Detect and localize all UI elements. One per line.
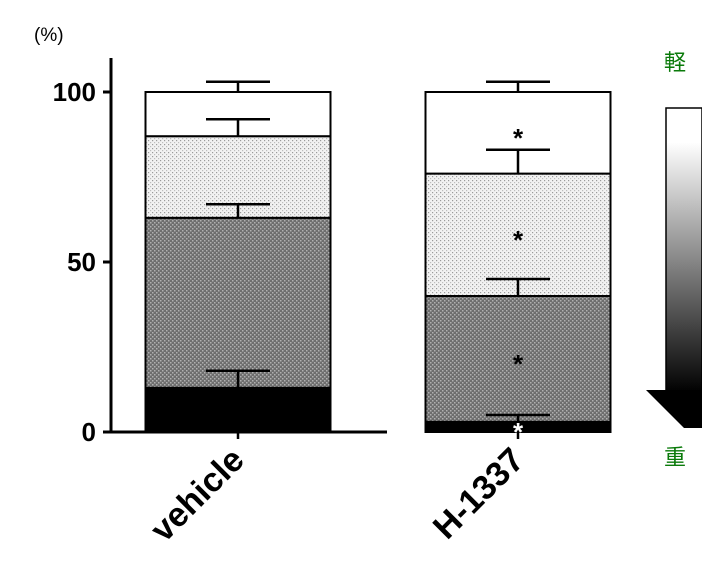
significance-star-1-3: *: [513, 123, 524, 153]
severity-arrow-head: [646, 390, 702, 428]
y-tick-label-1: 50: [67, 247, 96, 277]
significance-star-1-2: *: [513, 225, 524, 255]
bar-segment-1-1: [424, 295, 612, 423]
significance-group: * * * *: [513, 123, 524, 447]
error-bars-group: [206, 80, 550, 422]
y-ticks-group: 0 50 100: [53, 77, 111, 447]
severity-top-label: 軽: [664, 51, 686, 76]
y-tick-label-0: 0: [82, 417, 96, 447]
bar-segment-0-0: [144, 386, 332, 433]
y-tick-label-2: 100: [53, 77, 96, 107]
severity-gradient-bar: [665, 107, 702, 394]
severity-bottom-label: 重: [664, 446, 686, 471]
bar-segment-1-2: [424, 172, 612, 298]
y-unit-label: (%): [34, 25, 64, 46]
x-tick-label-1: H-1337: [426, 441, 532, 547]
bars-group: [144, 91, 612, 433]
x-labels-group: vehicle H-1337: [143, 432, 532, 549]
significance-star-1-0: *: [513, 417, 524, 447]
bar-segment-0-1: [144, 216, 332, 389]
significance-star-1-1: *: [513, 349, 524, 379]
x-tick-label-0: vehicle: [143, 441, 251, 549]
